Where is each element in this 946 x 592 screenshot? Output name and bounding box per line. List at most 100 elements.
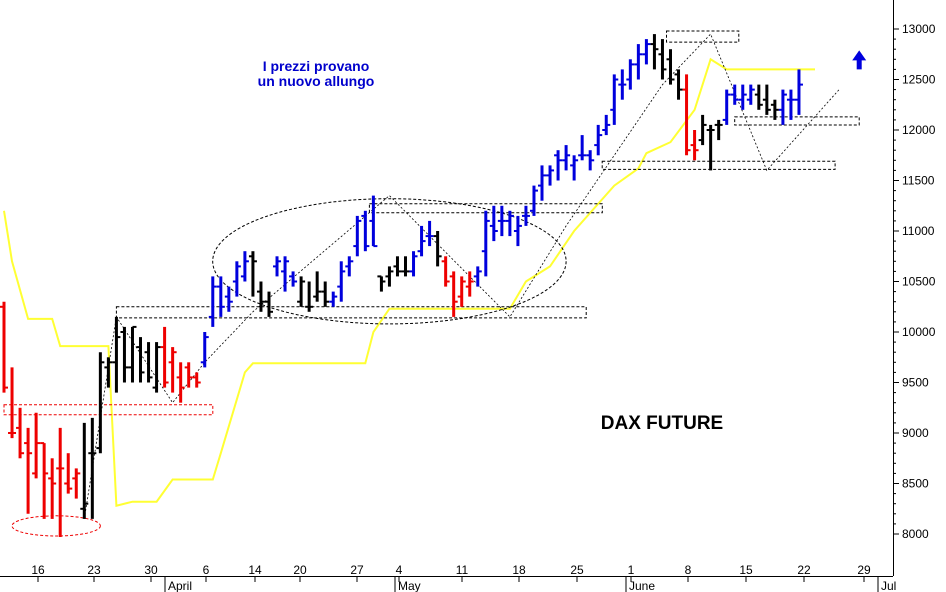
ohlc-bar-54 bbox=[433, 231, 442, 267]
x-tick-label: 20 bbox=[293, 563, 307, 577]
ohlc-bar-91 bbox=[730, 84, 739, 105]
x-tick-label: 15 bbox=[739, 563, 753, 577]
ohlc-bar-14 bbox=[112, 316, 121, 393]
ohlc-bar-72 bbox=[578, 135, 587, 161]
ohlc-bar-71 bbox=[570, 155, 579, 181]
ohlc-bar-0 bbox=[0, 301, 8, 393]
ohlc-bar-83 bbox=[666, 49, 675, 85]
ohlc-bar-42 bbox=[337, 261, 346, 302]
ohlc-bar-23 bbox=[184, 362, 193, 388]
ohlc-bar-66 bbox=[529, 185, 538, 216]
ohlc-bar-51 bbox=[409, 251, 418, 277]
ohlc-bar-6 bbox=[48, 458, 57, 519]
ohlc-bar-80 bbox=[642, 39, 651, 65]
range-box-3 bbox=[601, 160, 836, 170]
ohlc-bar-25 bbox=[200, 332, 209, 368]
y-tick-label: 12000 bbox=[902, 123, 936, 137]
trendlines bbox=[83, 33, 840, 519]
y-tick-label: 9000 bbox=[902, 426, 929, 440]
ohlc-bar-50 bbox=[401, 256, 410, 277]
ohlc-bar-24 bbox=[192, 372, 201, 388]
chart-title: DAX FUTURE bbox=[601, 413, 723, 434]
ohlc-bar-40 bbox=[321, 281, 330, 307]
ohlc-bar-55 bbox=[441, 256, 450, 287]
ohlc-bar-46 bbox=[369, 195, 378, 248]
ohlc-bar-74 bbox=[594, 124, 603, 156]
ohlc-bar-34 bbox=[273, 256, 282, 277]
ohlc-bar-18 bbox=[144, 342, 153, 383]
range-box-0 bbox=[115, 306, 587, 319]
ohlc-bar-31 bbox=[248, 251, 257, 297]
y-tick-label: 11000 bbox=[902, 224, 935, 238]
ohlc-bar-36 bbox=[289, 271, 298, 287]
pattern-ellipse-1 bbox=[212, 198, 567, 325]
ohlc-bar-92 bbox=[738, 84, 747, 110]
trailing-stop bbox=[3, 57, 815, 507]
month-label: Jul bbox=[881, 579, 896, 592]
x-tick-label: 14 bbox=[248, 563, 262, 577]
x-tick-label: 8 bbox=[685, 563, 692, 577]
ohlc-bar-70 bbox=[562, 145, 571, 171]
y-tick-label: 9500 bbox=[902, 376, 929, 390]
ohlc-bar-79 bbox=[634, 44, 643, 80]
ohlc-bar-35 bbox=[281, 256, 290, 292]
x-tick-label: 29 bbox=[857, 563, 871, 577]
ohlc-bar-52 bbox=[417, 225, 426, 257]
pattern-ellipse-0 bbox=[11, 515, 101, 537]
ohlc-bar-53 bbox=[425, 220, 434, 247]
annotation: I prezzi provano un nuovo allungo bbox=[258, 58, 375, 89]
ohlc-bar-33 bbox=[264, 291, 273, 317]
ohlc-bar-12 bbox=[96, 352, 105, 454]
x-tick-label: 16 bbox=[31, 563, 45, 577]
ohlc-bar-87 bbox=[698, 114, 707, 146]
ohlc-bar-43 bbox=[345, 256, 354, 277]
ohlc-bar-41 bbox=[329, 291, 338, 307]
ohlc-bar-19 bbox=[152, 342, 161, 393]
ohlc-bar-89 bbox=[714, 119, 723, 141]
support-resistance-boxes bbox=[3, 30, 860, 416]
ohlc-bar-81 bbox=[650, 34, 659, 70]
ohlc-bar-17 bbox=[136, 337, 145, 383]
x-tick-label: 27 bbox=[350, 563, 364, 577]
up-arrow bbox=[852, 50, 867, 70]
ohlc-bar-15 bbox=[120, 326, 129, 383]
ohlc-bar-21 bbox=[168, 347, 177, 393]
ohlc-bar-75 bbox=[602, 114, 611, 136]
ohlc-bar-10 bbox=[80, 422, 89, 519]
x-tick-label: 22 bbox=[797, 563, 811, 577]
ohlc-bar-8 bbox=[64, 453, 73, 494]
ohlc-bar-57 bbox=[457, 276, 466, 307]
ohlc-bar-56 bbox=[449, 271, 458, 317]
ohlc-bar-77 bbox=[618, 69, 627, 100]
ohlc-bar-37 bbox=[297, 276, 306, 307]
ohlc-bar-64 bbox=[513, 215, 522, 247]
ohlc-bar-63 bbox=[505, 210, 514, 237]
ohlc-bar-90 bbox=[722, 89, 731, 125]
ohlc-bar-93 bbox=[746, 84, 755, 105]
ohlc-bar-7 bbox=[56, 427, 65, 537]
ohlc-bar-3 bbox=[24, 427, 33, 514]
month-label: May bbox=[398, 579, 421, 592]
y-tick-label: 13000 bbox=[902, 22, 936, 36]
ohlc-bar-9 bbox=[72, 468, 81, 499]
ohlc-bar-67 bbox=[538, 165, 547, 201]
y-tick-label: 8500 bbox=[902, 477, 929, 491]
y-tick-label: 12500 bbox=[902, 73, 936, 87]
ohlc-bar-69 bbox=[554, 150, 563, 181]
x-tick-label: 18 bbox=[512, 563, 526, 577]
month-label: April bbox=[168, 579, 192, 592]
ohlc-bar-13 bbox=[104, 357, 113, 388]
trailing-stop-line bbox=[3, 57, 815, 507]
ohlc-bar-84 bbox=[674, 69, 683, 100]
ohlc-bar-38 bbox=[305, 281, 314, 312]
y-tick-label: 10000 bbox=[902, 325, 936, 339]
ohlc-bar-4 bbox=[32, 412, 41, 479]
ohlc-bar-76 bbox=[610, 74, 619, 125]
range-box-5 bbox=[734, 116, 860, 126]
ohlc-bar-58 bbox=[465, 271, 474, 297]
range-box-1 bbox=[3, 404, 214, 416]
ohlc-bar-86 bbox=[690, 130, 699, 161]
ohlc-bar-44 bbox=[353, 215, 362, 257]
